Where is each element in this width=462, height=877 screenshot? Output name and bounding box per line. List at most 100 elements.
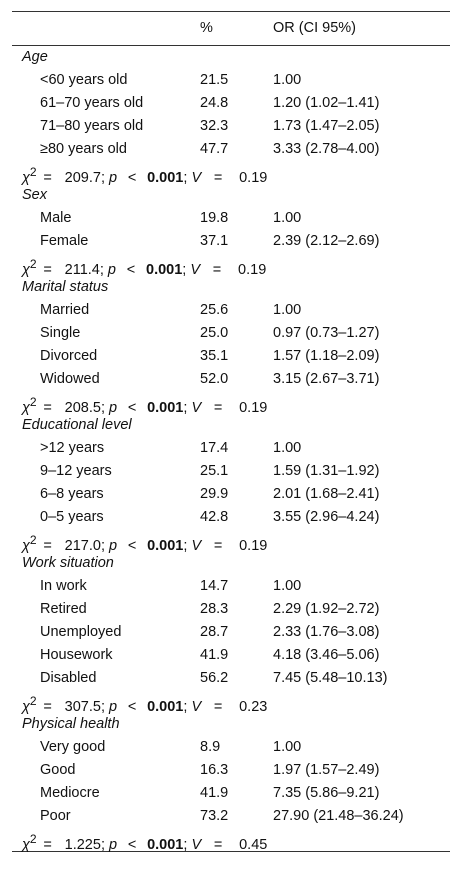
row-odds-ratio: 7.45 (5.48–10.13) [273,670,388,686]
section-title: Educational level [22,417,132,433]
row-label: Poor [40,808,71,824]
table-row: Housework 41.9 4.18 (3.46–5.06) [12,644,450,667]
row-label: <60 years old [40,72,128,88]
chi-square-statistic: χ2 = 1.225; p <0.001; V = 0.45 [22,832,268,853]
chi-square-row: χ2 = 211.4; p <0.001; V = 0.19 [12,253,450,278]
table-row: Widowed 52.0 3.15 (2.67–3.71) [12,368,450,391]
row-label: Housework [40,647,113,663]
section-title: Work situation [22,555,114,571]
table-row: Disabled 56.2 7.45 (5.48–10.13) [12,667,450,690]
table-row: 61–70 years old 24.8 1.20 (1.02–1.41) [12,92,450,115]
row-label: Female [40,233,89,249]
table-row: Very good 8.9 1.00 [12,736,450,759]
row-percent: 29.9 [200,486,229,502]
row-odds-ratio: 1.00 [273,210,302,226]
row-label: Unemployed [40,624,122,640]
row-odds-ratio: 1.59 (1.31–1.92) [273,463,380,479]
row-label: 71–80 years old [40,118,144,134]
row-percent: 14.7 [200,578,229,594]
row-odds-ratio: 3.15 (2.67–3.71) [273,371,380,387]
row-odds-ratio: 1.00 [273,739,302,755]
table-row: Mediocre 41.9 7.35 (5.86–9.21) [12,782,450,805]
cramers-v-value: 0.19 [238,261,267,278]
row-percent: 56.2 [200,670,229,686]
section-title-row: Physical health [12,713,450,736]
p-value: 0.001 [147,169,184,186]
table-row: <60 years old 21.5 1.00 [12,69,450,92]
results-table: % OR (CI 95%) Age <60 years old 21.5 1.00 61… [12,11,450,853]
table-row: Male 19.8 1.00 [12,207,450,230]
section-title: Age [22,49,48,65]
row-odds-ratio: 1.00 [273,302,302,318]
cramers-v-value: 0.45 [239,836,268,853]
row-label: 6–8 years [40,486,104,502]
row-odds-ratio: 2.39 (2.12–2.69) [273,233,380,249]
row-label: 9–12 years [40,463,112,479]
row-percent: 21.5 [200,72,229,88]
chi-square-statistic: χ2 = 307.5; p <0.001; V = 0.23 [22,694,268,715]
chi-square-statistic: χ2 = 211.4; p <0.001; V = 0.19 [22,257,267,278]
row-label: Divorced [40,348,98,364]
row-odds-ratio: 2.33 (1.76–3.08) [273,624,380,640]
row-label: ≥80 years old [40,141,127,157]
table-body: Age <60 years old 21.5 1.00 61–70 years old 2… [12,46,450,853]
section-title-row: Age [12,46,450,69]
section-title: Sex [22,187,47,203]
p-value: 0.001 [147,399,184,416]
row-label: Good [40,762,76,778]
row-odds-ratio: 1.00 [273,578,302,594]
section-title: Physical health [22,716,120,732]
table-row: Married 25.6 1.00 [12,299,450,322]
row-label: 61–70 years old [40,95,144,111]
row-odds-ratio: 1.57 (1.18–2.09) [273,348,380,364]
header-odds-ratio: OR (CI 95%) [273,20,356,36]
row-percent: 32.3 [200,118,229,134]
p-value: 0.001 [146,261,183,278]
table-row: Divorced 35.1 1.57 (1.18–2.09) [12,345,450,368]
cramers-v-value: 0.19 [239,169,268,186]
p-value: 0.001 [147,537,184,554]
section-title: Marital status [22,279,109,295]
cramers-v-value: 0.19 [239,399,268,416]
section-title-row: Marital status [12,276,450,299]
row-percent: 47.7 [200,141,229,157]
row-label: Mediocre [40,785,100,801]
chi-square-statistic: χ2 = 209.7; p <0.001; V = 0.19 [22,165,268,186]
row-percent: 17.4 [200,440,229,456]
row-label: Very good [40,739,106,755]
row-label: Retired [40,601,87,617]
row-label: Disabled [40,670,97,686]
section-title-row: Sex [12,184,450,207]
row-odds-ratio: 1.20 (1.02–1.41) [273,95,380,111]
row-odds-ratio: 1.00 [273,440,302,456]
row-percent: 25.6 [200,302,229,318]
chi-square-row: χ2 = 1.225; p <0.001; V = 0.45 [12,828,450,853]
cramers-v-value: 0.19 [239,537,268,554]
table-row: Retired 28.3 2.29 (1.92–2.72) [12,598,450,621]
chi-square-row: χ2 = 307.5; p <0.001; V = 0.23 [12,690,450,715]
row-percent: 19.8 [200,210,229,226]
row-odds-ratio: 2.29 (1.92–2.72) [273,601,380,617]
row-odds-ratio: 1.73 (1.47–2.05) [273,118,380,134]
row-percent: 42.8 [200,509,229,525]
chi-square-value: 209.7 [64,169,101,186]
row-label: >12 years [40,440,105,456]
row-percent: 35.1 [200,348,229,364]
table-row: Good 16.3 1.97 (1.57–2.49) [12,759,450,782]
chi-square-value: 208.5 [64,399,101,416]
table-row: Poor 73.2 27.90 (21.48–36.24) [12,805,450,828]
row-label: Married [40,302,90,318]
table-header: % OR (CI 95%) [12,12,450,46]
row-label: Single [40,325,81,341]
table-row: 0–5 years 42.8 3.55 (2.96–4.24) [12,506,450,529]
chi-square-statistic: χ2 = 217.0; p <0.001; V = 0.19 [22,533,268,554]
chi-square-value: 1.225 [64,836,101,853]
row-percent: 25.1 [200,463,229,479]
table-row: 71–80 years old 32.3 1.73 (1.47–2.05) [12,115,450,138]
row-label: 0–5 years [40,509,104,525]
row-odds-ratio: 1.00 [273,72,302,88]
chi-square-statistic: χ2 = 208.5; p <0.001; V = 0.19 [22,395,268,416]
row-percent: 24.8 [200,95,229,111]
table-row: Single 25.0 0.97 (0.73–1.27) [12,322,450,345]
row-percent: 37.1 [200,233,229,249]
